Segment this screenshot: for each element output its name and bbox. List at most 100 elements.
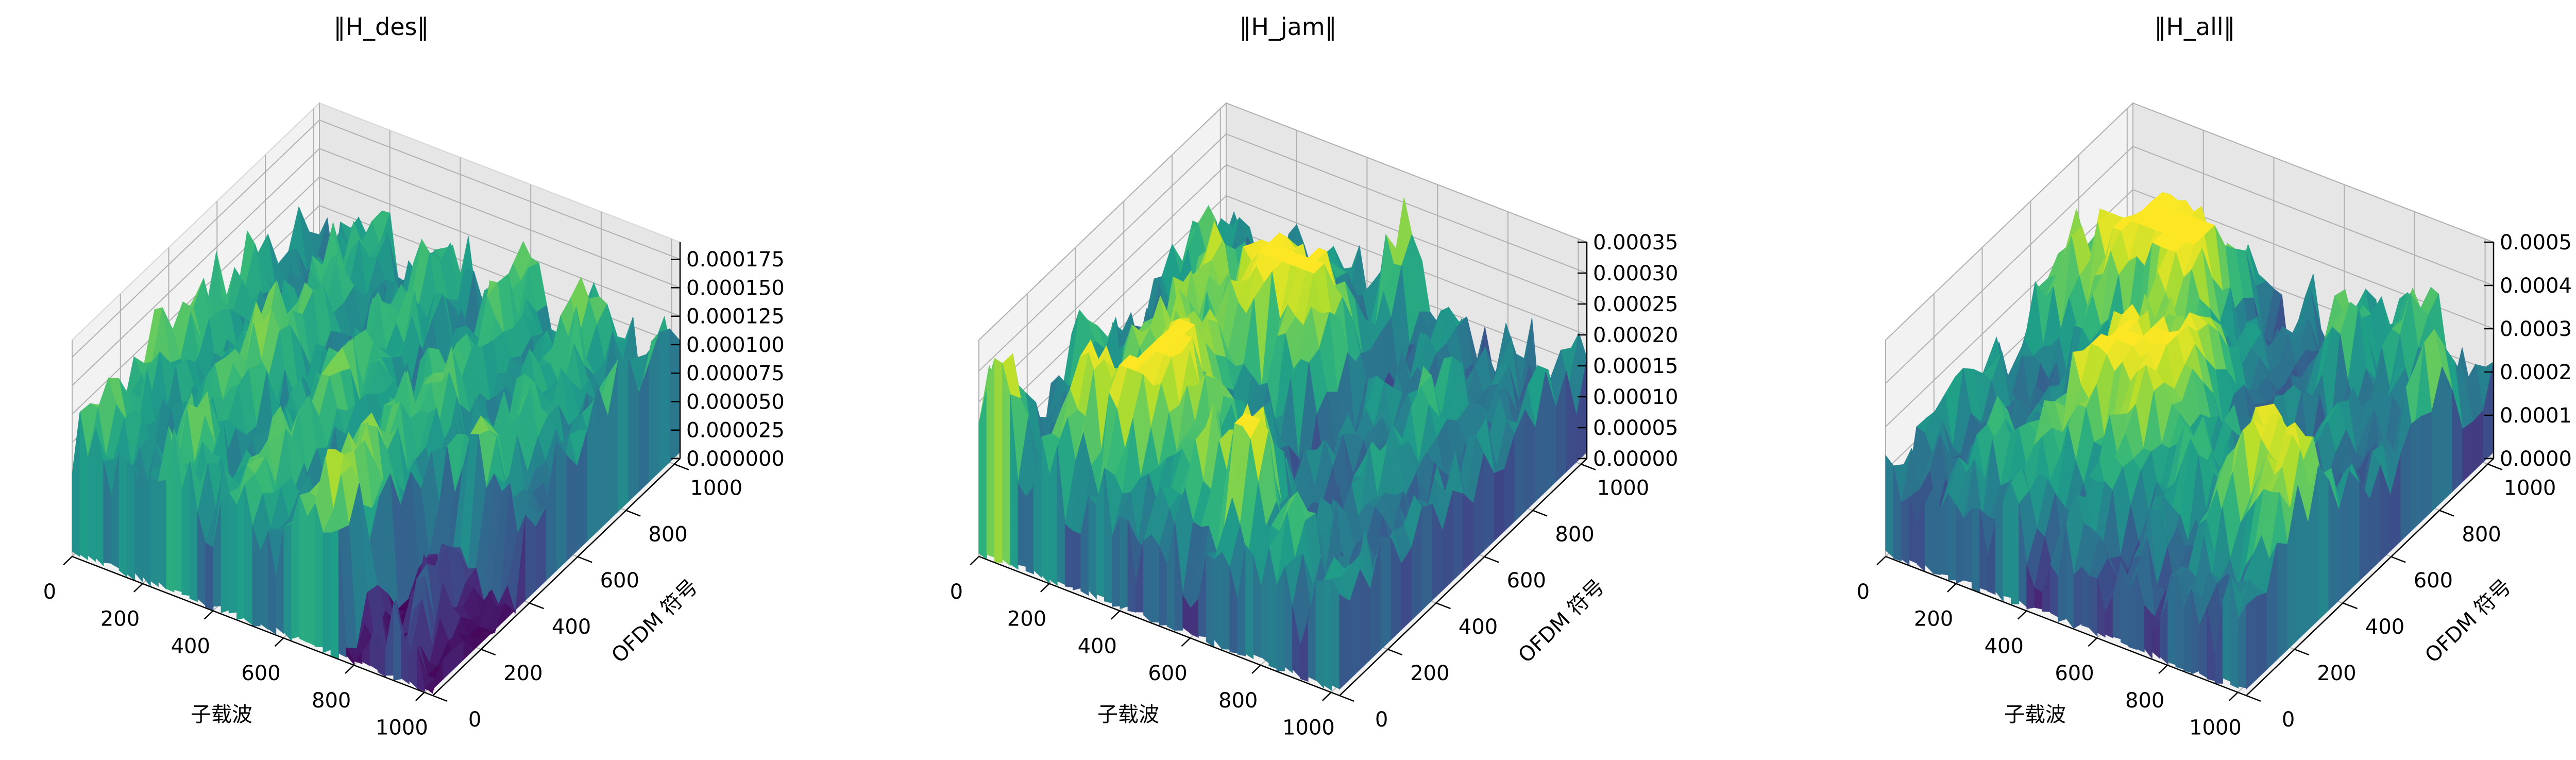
surface-front-edge bbox=[299, 495, 308, 643]
x-tick-label: 1000 bbox=[1282, 716, 1335, 740]
surface-right-edge bbox=[1421, 503, 1433, 611]
surface-front-edge bbox=[1002, 363, 1011, 567]
surface-right-edge bbox=[2442, 366, 2453, 502]
surface-front-edge bbox=[1213, 551, 1223, 650]
surface-right-edge bbox=[659, 328, 670, 473]
y-tick-mark bbox=[1581, 463, 1596, 470]
surface-front-edge bbox=[2160, 597, 2168, 665]
surface-front-edge bbox=[354, 651, 363, 665]
surface-front-edge bbox=[166, 428, 175, 593]
surface-right-edge bbox=[1380, 536, 1392, 651]
gridline-z bbox=[2132, 103, 2494, 243]
surface-front-edge bbox=[362, 641, 370, 667]
surface-front-edge bbox=[2089, 576, 2098, 637]
surface-front-edge bbox=[1932, 488, 1941, 576]
surface-right-edge bbox=[2359, 481, 2370, 582]
z-tick-label: 0.0002 bbox=[2500, 361, 2572, 384]
z-tick-label: 0.00020 bbox=[1593, 324, 1678, 347]
y-tick-label: 0 bbox=[1375, 708, 1388, 732]
surface-front-edge bbox=[1963, 507, 1972, 583]
y-tick-label: 600 bbox=[600, 569, 639, 593]
gridline-z bbox=[1226, 133, 1587, 274]
x-axis-line bbox=[978, 555, 1340, 697]
z-tick-label: 0.0001 bbox=[2500, 404, 2572, 428]
surface-right-edge bbox=[618, 357, 629, 512]
y-tick-mark bbox=[2391, 556, 2406, 563]
y-tick-label: 800 bbox=[1555, 522, 1594, 546]
x-tick-mark bbox=[133, 583, 143, 593]
gridline-z bbox=[1885, 189, 2133, 427]
surface-front-edge bbox=[1276, 567, 1285, 672]
surface-front-edge bbox=[1073, 530, 1081, 590]
surface-front-edge bbox=[986, 358, 995, 558]
surface-front-edge bbox=[118, 451, 128, 578]
surface-front-edge bbox=[425, 687, 433, 694]
surface-front-edge bbox=[1308, 580, 1316, 681]
y-tick-label: 1000 bbox=[2504, 477, 2556, 500]
x-tick-mark bbox=[1251, 664, 1261, 674]
y-tick-label: 0 bbox=[468, 708, 481, 732]
x-axis-line bbox=[72, 555, 433, 697]
surface bbox=[1885, 192, 2494, 690]
z-tick-label: 0.000125 bbox=[686, 305, 785, 329]
y-tick-label: 200 bbox=[1410, 662, 1449, 685]
surface-front-edge bbox=[142, 474, 151, 587]
surface-front-edge bbox=[401, 633, 410, 685]
surface-front-edge bbox=[1018, 482, 1026, 567]
surface-front-edge bbox=[1300, 622, 1309, 682]
z-tick-label: 0.00005 bbox=[1593, 416, 1678, 440]
x-tick-mark bbox=[63, 556, 73, 566]
surface-front-edge bbox=[2230, 576, 2239, 689]
x-tick-label: 0 bbox=[43, 580, 56, 604]
x-tick-mark bbox=[1110, 610, 1121, 620]
surface-front-edge bbox=[72, 412, 80, 558]
surface-front-edge bbox=[1315, 580, 1325, 689]
y-tick-mark bbox=[529, 602, 544, 610]
surface-right-edge bbox=[1463, 493, 1474, 571]
surface-front-edge bbox=[330, 530, 340, 660]
y-tick-mark bbox=[674, 463, 689, 470]
surface-front-edge bbox=[150, 474, 159, 587]
y-tick-label: 400 bbox=[2365, 615, 2404, 639]
x-tick-mark bbox=[2017, 610, 2027, 620]
x-tick-label: 0 bbox=[950, 580, 963, 604]
surface-front-edge bbox=[1174, 521, 1183, 631]
surface-right-edge bbox=[1339, 594, 1350, 690]
z-tick-label: 0.00000 bbox=[1593, 447, 1678, 471]
z-tick-label: 0.00010 bbox=[1593, 385, 1678, 409]
gridline-z bbox=[1885, 146, 2133, 384]
z-tick-label: 0.000075 bbox=[686, 362, 785, 385]
surface-front-edge bbox=[126, 460, 135, 582]
surface-front-edge bbox=[1956, 504, 1964, 584]
x-tick-label: 400 bbox=[171, 634, 210, 658]
surface-front-edge bbox=[1222, 552, 1230, 650]
surface-front-edge bbox=[260, 532, 269, 630]
surface-right-edge bbox=[669, 328, 681, 463]
surface-right-edge bbox=[2349, 470, 2360, 592]
x-axis-label: 子载波 bbox=[2004, 703, 2066, 727]
x-tick-label: 800 bbox=[1218, 689, 1258, 713]
y-tick-mark bbox=[432, 695, 448, 702]
x-tick-mark bbox=[345, 664, 354, 674]
x-tick-label: 400 bbox=[1985, 634, 2024, 658]
surface-front-edge bbox=[1253, 555, 1262, 658]
y-tick-label: 1000 bbox=[690, 477, 742, 500]
subplot-title: ‖H_des‖ bbox=[333, 13, 429, 41]
surface-front-edge bbox=[323, 532, 331, 653]
y-tick-label: 400 bbox=[1459, 615, 1498, 639]
surface-front-edge bbox=[2003, 482, 2012, 598]
gridline-z bbox=[319, 120, 681, 260]
x-tick-mark bbox=[274, 637, 284, 647]
z-tick-label: 0.000100 bbox=[686, 333, 785, 357]
surface-front-edge bbox=[205, 542, 214, 611]
surface-front-edge bbox=[252, 526, 261, 627]
surface-front-edge bbox=[1049, 446, 1058, 586]
surface-front-edge bbox=[267, 532, 277, 635]
surface-front-edge bbox=[2214, 600, 2223, 684]
surface-front-edge bbox=[2151, 621, 2161, 660]
y-tick-label: 800 bbox=[2462, 522, 2501, 546]
surface-right-edge bbox=[2256, 592, 2267, 680]
subplot-title: ‖H_jam‖ bbox=[1239, 13, 1336, 41]
surface-front-edge bbox=[1893, 465, 1902, 562]
